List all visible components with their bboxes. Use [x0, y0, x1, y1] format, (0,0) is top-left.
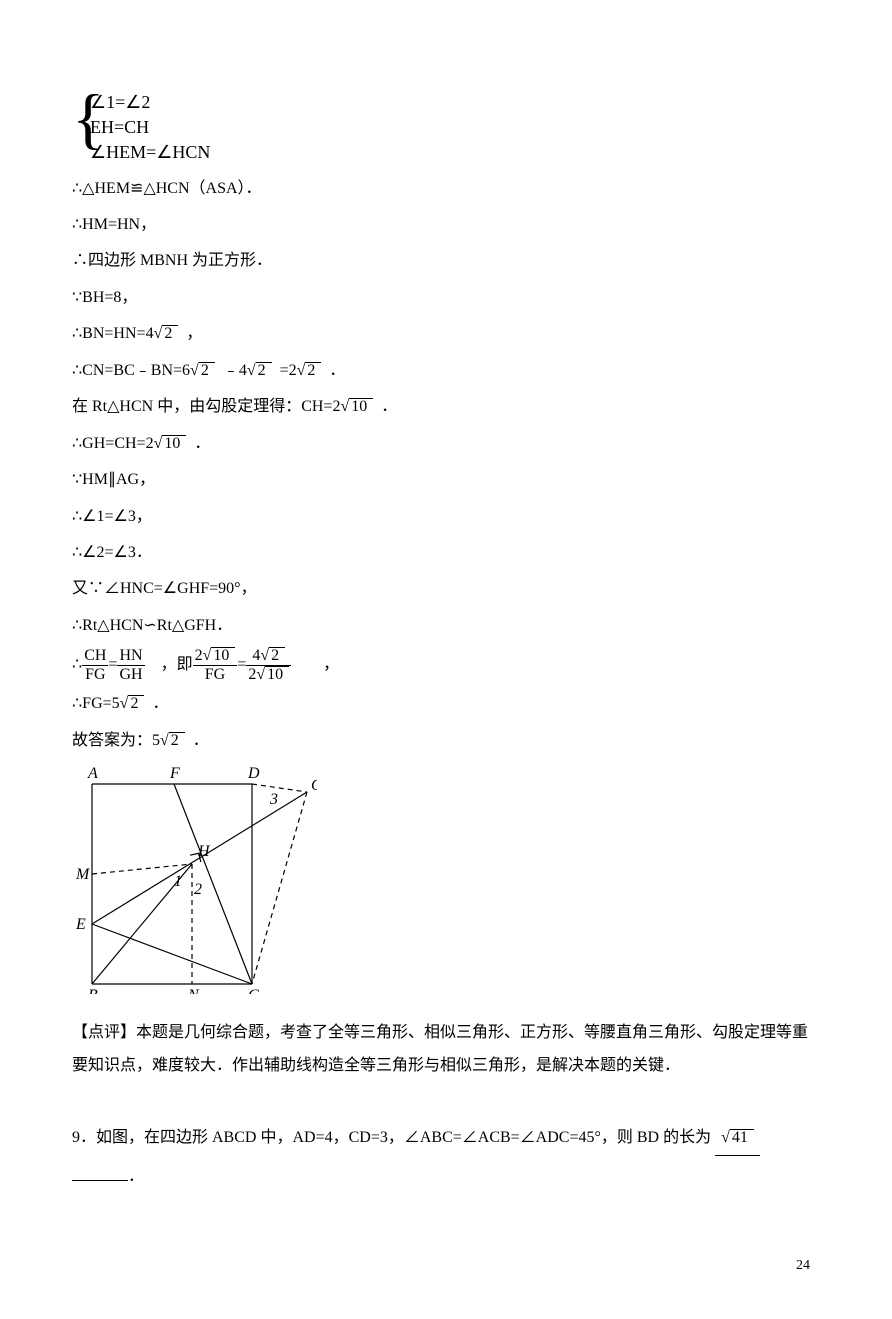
text: 在 Rt△HCN 中，由勾股定理得：CH=2 — [72, 398, 340, 415]
proof-line: ∵BH=8， — [72, 283, 820, 313]
denominator: FG — [82, 666, 108, 684]
answer-underline: √41 — [715, 1123, 760, 1157]
fraction: 2√10FG — [193, 647, 238, 683]
geometry-diagram: A F D G M H E B N C 12 3 — [72, 764, 820, 1005]
svg-text:C: C — [248, 987, 259, 994]
sqrt-41: √41 — [721, 1123, 754, 1153]
question-9: 9．如图，在四边形 ABCD 中，AD=4，CD=3，∠ABC=∠ACB=∠AD… — [72, 1123, 820, 1157]
numerator: HN — [117, 647, 144, 666]
svg-text:G: G — [311, 777, 317, 794]
svg-text:N: N — [187, 987, 200, 994]
proof-line: 在 Rt△HCN 中，由勾股定理得：CH=2√10 ． — [72, 392, 820, 423]
proof-line: ∴CN=BC﹣BN=6√2 ﹣4√2 =2√2 ． — [72, 356, 820, 387]
answer-line: 故答案为：5√2 ． — [72, 726, 820, 757]
sqrt-2: √2 — [120, 689, 145, 719]
text: ∴GH=CH=2 — [72, 435, 154, 452]
numerator: 4√2 — [246, 647, 291, 666]
sqrt-2: √2 — [190, 356, 215, 386]
proof-line: ∴∠2=∠3． — [72, 538, 820, 568]
svg-text:M: M — [75, 866, 91, 883]
page-number: 24 — [72, 1253, 820, 1280]
svg-text:E: E — [75, 916, 86, 933]
svg-text:D: D — [247, 765, 260, 782]
text: 故答案为：5 — [72, 732, 160, 749]
proof-line: ∴∠1=∠3， — [72, 502, 820, 532]
radicand: 2 — [199, 362, 215, 379]
text: ， — [323, 656, 339, 673]
text: ﹣4 — [223, 362, 247, 379]
brace-line-2: EH=CH — [90, 115, 820, 140]
svg-text:3: 3 — [269, 791, 278, 808]
text: ∴ — [72, 656, 82, 673]
svg-text:1: 1 — [174, 873, 182, 890]
text: ，即 — [161, 656, 193, 673]
proof-line: ∴Rt△HCN∽Rt△GFH． — [72, 611, 820, 641]
fraction: 4√22√10 — [246, 647, 291, 683]
comment-line: 【点评】本题是几何综合题，考查了全等三角形、相似三角形、正方形、等腰直角三角形、… — [72, 1016, 820, 1083]
proof-line: ∴GH=CH=2√10 ． — [72, 429, 820, 460]
svg-text:H: H — [197, 843, 211, 860]
proof-line: ∴四边形 MBNH 为正方形． — [72, 246, 820, 276]
proof-line-fractions: ∴CHFG=HNGH ，即2√10FG=4√22√10 ， — [72, 647, 820, 683]
radicand: 2 — [256, 362, 272, 379]
svg-text:2: 2 — [194, 881, 202, 898]
proof-line: 又∵∠HNC=∠GHF=90°， — [72, 574, 820, 604]
numerator: CH — [82, 647, 108, 666]
proof-line: ∴BN=HN=4√2 ， — [72, 319, 820, 350]
text: ∴BN=HN=4 — [72, 325, 154, 342]
question-9-blank: ． — [72, 1162, 820, 1192]
sqrt-2: √2 — [160, 726, 185, 756]
geometry-svg: A F D G M H E B N C 12 3 — [72, 764, 317, 994]
proof-line: ∴HM=HN， — [72, 210, 820, 240]
blank-underline — [72, 1164, 128, 1181]
sqrt-2: √2 — [297, 356, 322, 386]
radicand: 2 — [162, 325, 178, 342]
svg-text:F: F — [169, 765, 180, 782]
equation-system: { ∠1=∠2 EH=CH ∠HEM=∠HCN — [72, 90, 820, 166]
radicand: 2 — [305, 362, 321, 379]
sqrt-2: √2 — [247, 356, 272, 386]
proof-line: ∵HM∥AG， — [72, 465, 820, 495]
text: ． — [329, 362, 345, 379]
numerator: 2√10 — [193, 647, 238, 666]
text: =2 — [280, 362, 297, 379]
radicand: 41 — [730, 1129, 754, 1146]
sqrt-10: √10 — [154, 429, 187, 459]
denominator: 2√10 — [246, 666, 291, 684]
radicand: 10 — [349, 398, 373, 415]
fraction: HNGH — [117, 647, 144, 683]
denominator: GH — [117, 666, 144, 684]
sqrt-10: √10 — [340, 392, 373, 422]
text: 9．如图，在四边形 ABCD 中，AD=4，CD=3，∠ABC=∠ACB=∠AD… — [72, 1129, 711, 1146]
brace-line-1: ∠1=∠2 — [90, 90, 820, 115]
text: ． — [193, 732, 209, 749]
text: ， — [186, 325, 202, 342]
radicand: 10 — [162, 435, 186, 452]
text: ． — [128, 1168, 144, 1185]
text: ． — [381, 398, 397, 415]
text: ∴CN=BC﹣BN=6 — [72, 362, 190, 379]
sqrt-2: √2 — [154, 319, 179, 349]
denominator: FG — [193, 666, 238, 684]
brace-line-3: ∠HEM=∠HCN — [90, 140, 820, 165]
text: ． — [152, 695, 168, 712]
radicand: 2 — [128, 695, 144, 712]
proof-line: ∴FG=5√2 ． — [72, 689, 820, 720]
svg-text:A: A — [87, 765, 98, 782]
proof-line: ∴△HEM≌△HCN（ASA）． — [72, 174, 820, 204]
radicand: 2 — [169, 732, 185, 749]
svg-text:B: B — [88, 987, 98, 994]
text: ∴FG=5 — [72, 695, 120, 712]
fraction: CHFG — [82, 647, 108, 683]
text: ． — [194, 435, 210, 452]
brace-glyph: { — [72, 84, 105, 152]
